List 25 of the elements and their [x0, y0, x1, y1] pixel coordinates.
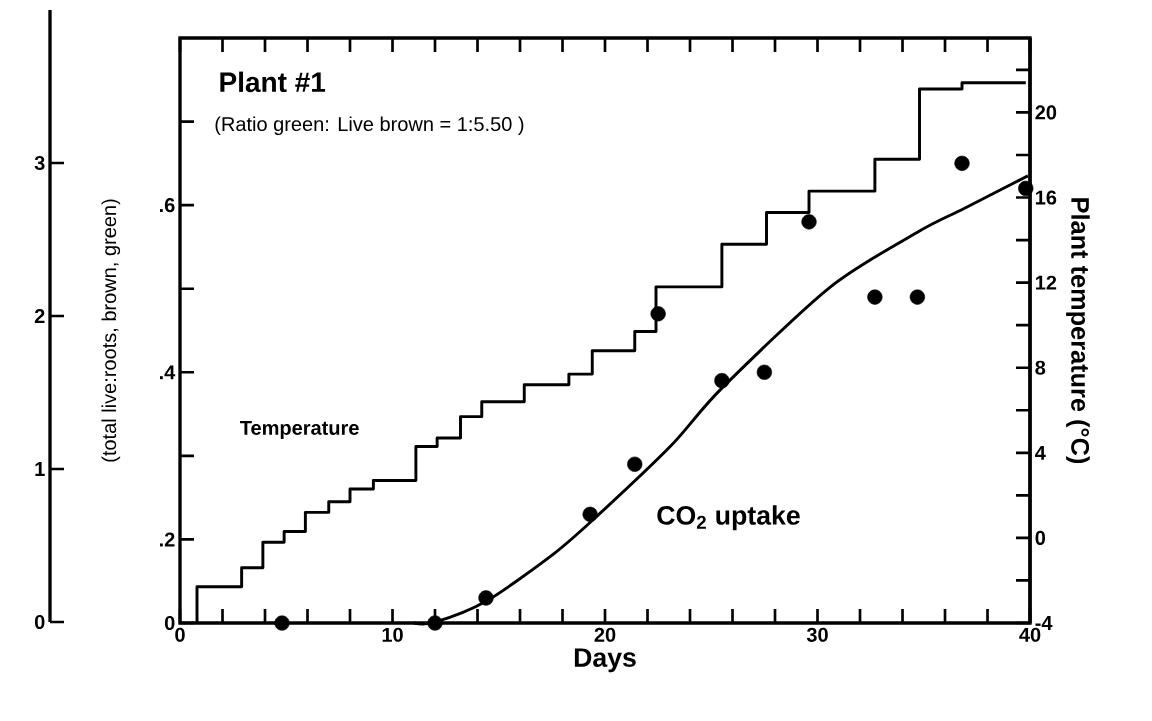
y2-tick-label: 16 [1035, 190, 1057, 205]
y2-tick-label: 0 [1035, 530, 1046, 545]
x-tick-label: 20 [594, 627, 616, 642]
y3-tick-label: 1 [35, 462, 45, 476]
y2-tick-label: 8 [1035, 360, 1046, 375]
annotation: Plant #1 [220, 71, 326, 93]
y2-tick-label: 20 [1035, 105, 1057, 120]
y-tick-label: .6 [159, 198, 175, 213]
y-axis-title: (total live:roots, brown, green) [101, 199, 121, 462]
text: Temperature [240, 420, 359, 439]
y3-tick-label: 3 [34, 155, 45, 171]
y3-tick-label: 0 [34, 614, 45, 630]
x-tick-label: 30 [806, 627, 828, 642]
x-tick-label: 10 [382, 627, 403, 642]
y3-tick-label: 2 [34, 309, 45, 323]
x-axis-title: Days [574, 648, 636, 673]
series-label: CO$_{2}$ uptake [657, 505, 800, 531]
y2-axis-title: Plant temperature (°C) [1066, 198, 1090, 464]
y2-tick-label: 4 [1035, 445, 1046, 460]
y2-tick-label: 12 [1035, 275, 1057, 290]
y-tick-label: .2 [159, 532, 175, 547]
annotation: (Ratio green: Live brown = 1:5.50 ) [215, 116, 524, 136]
x-tick-label: 0 [175, 627, 185, 642]
y-tick-label: 0 [164, 615, 175, 631]
y-tick-label: .4 [159, 365, 176, 380]
